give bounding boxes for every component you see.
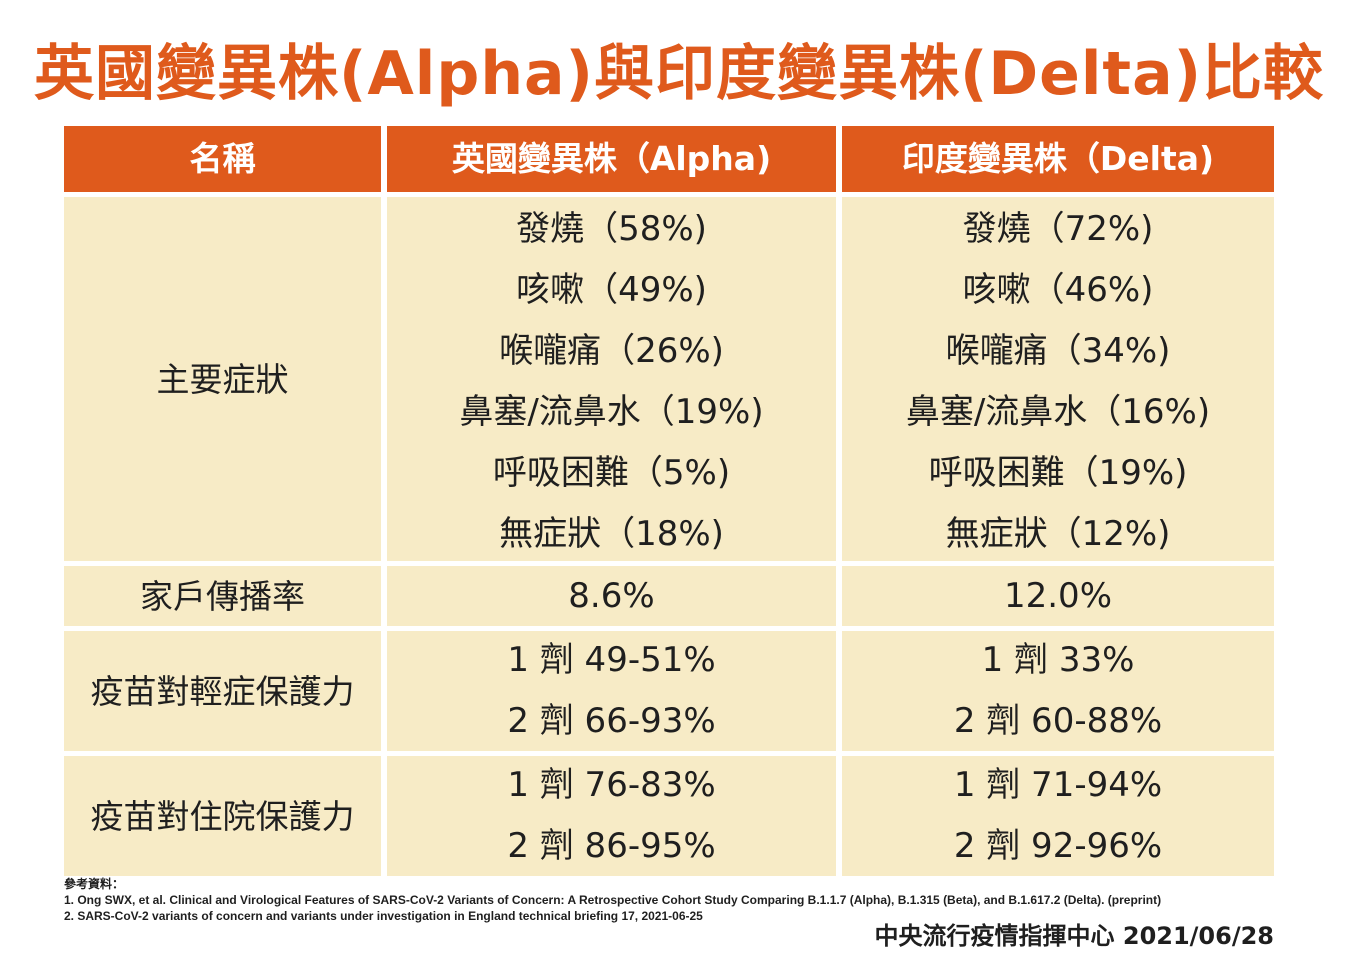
delta-symptom-dyspnea: 呼吸困難（19%)	[928, 453, 1188, 493]
delta-mild-dose-1: 1 劑 33%	[981, 640, 1135, 680]
delta-symptom-fever: 發燒（72%)	[962, 209, 1154, 249]
mild-protection-label: 疫苗對輕症保護力	[64, 631, 381, 751]
issuer-footer: 中央流行疫情指揮中心 2021/06/28	[874, 922, 1274, 950]
references: 參考資料： 1. Ong SWX, et al. Clinical and Vi…	[64, 876, 1304, 924]
alpha-mild-dose-2: 2 劑 66-93%	[507, 701, 716, 741]
delta-hospital-dose-2: 2 劑 92-96%	[953, 826, 1163, 866]
alpha-symptoms-cell: 發燒（58%) 咳嗽（49%) 喉嚨痛（26%) 鼻塞/流鼻水（19%) 呼吸困…	[387, 197, 836, 561]
alpha-hospital-protection-cell: 1 劑 76-83% 2 劑 86-95%	[387, 756, 836, 876]
alpha-symptom-runny-nose: 鼻塞/流鼻水（19%)	[459, 392, 764, 432]
header-name: 名稱	[64, 126, 381, 192]
alpha-symptom-dyspnea: 呼吸困難（5%)	[492, 453, 731, 493]
header-delta: 印度變異株（Delta)	[842, 126, 1274, 192]
symptoms-label: 主要症狀	[64, 197, 381, 561]
delta-symptom-sore-throat: 喉嚨痛（34%)	[945, 331, 1171, 371]
alpha-mild-protection-cell: 1 劑 49-51% 2 劑 66-93%	[387, 631, 836, 751]
delta-symptom-asymptomatic: 無症狀（12%)	[945, 514, 1171, 554]
alpha-hospital-dose-1: 1 劑 76-83%	[507, 765, 716, 805]
alpha-symptom-fever: 發燒（58%)	[516, 209, 707, 249]
delta-mild-protection-cell: 1 劑 33% 2 劑 60-88%	[842, 631, 1274, 751]
delta-household-value: 12.0%	[842, 566, 1274, 626]
delta-hospital-protection-cell: 1 劑 71-94% 2 劑 92-96%	[842, 756, 1274, 876]
comparison-table: 名稱 英國變異株（Alpha) 印度變異株（Delta) 主要症狀 發燒（58%…	[64, 126, 1274, 876]
household-label: 家戶傳播率	[64, 566, 381, 626]
header-alpha: 英國變異株（Alpha)	[387, 126, 836, 192]
delta-hospital-dose-1: 1 劑 71-94%	[953, 765, 1163, 805]
page-title: 英國變異株(Alpha)與印度變異株(Delta)比較	[33, 39, 1325, 109]
alpha-symptom-cough: 咳嗽（49%)	[516, 270, 707, 310]
alpha-symptom-asymptomatic: 無症狀（18%)	[499, 514, 724, 554]
alpha-household-value: 8.6%	[387, 566, 836, 626]
reference-item-2: 2. SARS-CoV-2 variants of concern and va…	[64, 909, 703, 923]
delta-symptom-cough: 咳嗽（46%)	[962, 270, 1154, 310]
alpha-hospital-dose-2: 2 劑 86-95%	[507, 826, 716, 866]
delta-mild-dose-2: 2 劑 60-88%	[953, 701, 1163, 741]
delta-symptoms-cell: 發燒（72%) 咳嗽（46%) 喉嚨痛（34%) 鼻塞/流鼻水（16%) 呼吸困…	[842, 197, 1274, 561]
alpha-symptom-sore-throat: 喉嚨痛（26%)	[499, 331, 724, 371]
delta-symptom-runny-nose: 鼻塞/流鼻水（16%)	[905, 392, 1211, 432]
reference-item-1: 1. Ong SWX, et al. Clinical and Virologi…	[64, 893, 1162, 907]
hospital-protection-label: 疫苗對住院保護力	[64, 756, 381, 876]
references-heading: 參考資料：	[64, 877, 125, 891]
alpha-mild-dose-1: 1 劑 49-51%	[507, 640, 716, 680]
